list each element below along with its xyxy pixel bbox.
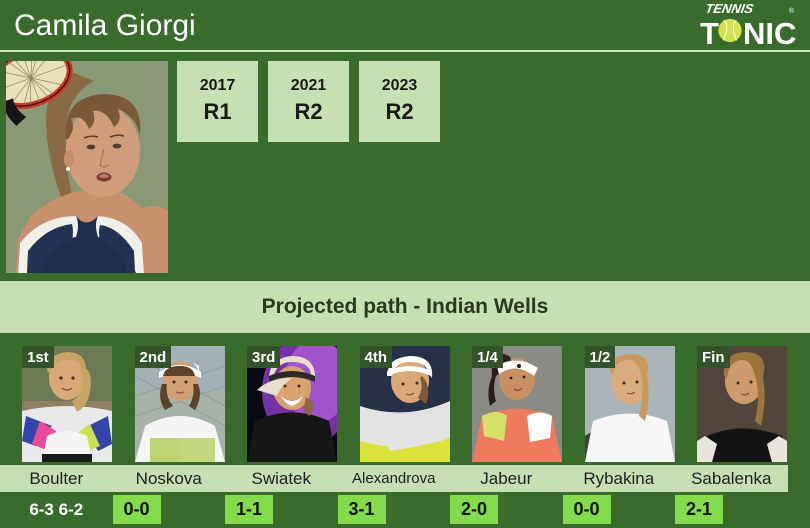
svg-text:TENNIS: TENNIS [704, 4, 755, 16]
svg-text:T: T [700, 16, 719, 50]
svg-text:®: ® [789, 7, 795, 15]
svg-text:NIC: NIC [743, 16, 796, 50]
